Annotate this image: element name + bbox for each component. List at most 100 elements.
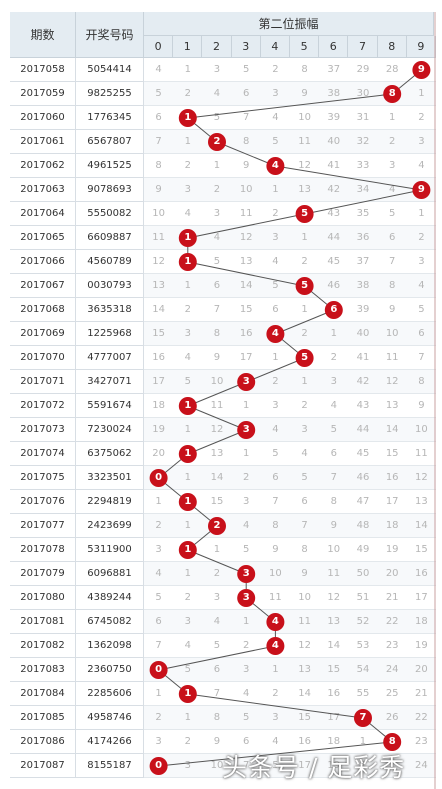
missing-count-cell: 11 <box>327 568 341 579</box>
amplitude-band <box>144 346 436 370</box>
missing-count-cell: 1 <box>184 520 191 531</box>
missing-count-cell: 8 <box>272 520 279 531</box>
missing-count-cell: 5 <box>243 544 250 555</box>
period-cell: 2017084 <box>10 682 76 706</box>
missing-count-cell: 2 <box>272 688 279 699</box>
trend-segment <box>187 381 247 407</box>
missing-count-cell: 1 <box>418 208 425 219</box>
missing-count-cell: 3 <box>155 544 162 555</box>
table-row: 2017087 8155187 3 10 7 5 17 19 2 1 24 <box>0 754 442 778</box>
missing-count-cell: 52 <box>356 616 370 627</box>
missing-count-cell: 5 <box>272 760 279 771</box>
amplitude-band <box>144 298 436 322</box>
draw-number-cell: 6745082 <box>76 610 144 634</box>
amplitude-band <box>144 154 436 178</box>
amplitude-ball-label: 7 <box>359 712 367 723</box>
amplitude-ball-label: 9 <box>417 184 425 195</box>
missing-count-cell: 44 <box>327 232 341 243</box>
amplitude-ball-label: 4 <box>271 328 279 339</box>
missing-count-cell: 7 <box>418 352 425 363</box>
missing-count-cell: 6 <box>330 448 337 459</box>
amplitude-ball-label: 2 <box>213 136 221 147</box>
missing-count-cell: 43 <box>327 208 341 219</box>
missing-count-cell: 1 <box>213 544 221 555</box>
period-cell: 2017072 <box>10 394 76 418</box>
missing-count-cell: 6 <box>389 232 396 243</box>
missing-count-cell: 4 <box>243 520 250 531</box>
missing-count-cell: 38 <box>356 280 370 291</box>
missing-count-cell: 9 <box>418 400 425 411</box>
missing-count-cell: 30 <box>356 88 370 99</box>
missing-count-cell: 21 <box>415 688 428 699</box>
missing-count-cell: 5 <box>155 592 162 603</box>
missing-count-cell: 6 <box>213 664 221 675</box>
missing-count-cell: 4 <box>272 112 279 123</box>
draw-number-cell: 2294819 <box>76 490 144 514</box>
missing-count-cell: 19 <box>385 544 399 555</box>
missing-count-cell: 5 <box>272 448 279 459</box>
missing-count-cell: 25 <box>385 688 399 699</box>
missing-count-cell: 15 <box>327 664 341 675</box>
number-header: 开奖号码 <box>76 12 144 58</box>
missing-count-cell: 10 <box>298 592 311 603</box>
missing-count-cell: 7 <box>389 256 396 267</box>
amplitude-band <box>144 586 436 610</box>
missing-count-cell: 2 <box>272 64 279 75</box>
missing-count-cell: 5 <box>213 640 221 651</box>
draw-number-cell: 9078693 <box>76 178 144 202</box>
draw-number-cell: 4174266 <box>76 730 144 754</box>
table-row: 2017071 3427071 17 5 10 2 1 3 42 12 8 <box>0 370 442 394</box>
missing-count-cell: 10 <box>415 424 428 435</box>
missing-count-cell: 38 <box>327 88 341 99</box>
period-cell: 2017071 <box>10 370 76 394</box>
period-cell: 2017069 <box>10 322 76 346</box>
amplitude-ball <box>412 181 431 199</box>
missing-count-cell: 12 <box>385 376 399 387</box>
missing-count-cell: 46 <box>356 472 370 483</box>
missing-count-cell: 1 <box>272 184 279 195</box>
draw-number-cell: 4389244 <box>76 586 144 610</box>
missing-count-cell: 17 <box>152 376 165 387</box>
missing-count-cell: 55 <box>356 688 370 699</box>
missing-count-cell: 5 <box>213 256 221 267</box>
trend-segment <box>275 165 422 191</box>
table-row: 2017081 6745082 6 3 4 1 11 13 52 22 18 <box>0 610 442 634</box>
missing-count-cell: 6 <box>243 88 250 99</box>
missing-count-cell: 40 <box>327 136 341 147</box>
period-cell: 2017075 <box>10 466 76 490</box>
missing-count-cell: 5 <box>243 64 250 75</box>
missing-count-cell: 17 <box>298 760 311 771</box>
draw-number-cell: 2360750 <box>76 658 144 682</box>
amplitude-band <box>144 634 436 658</box>
missing-count-cell: 5 <box>301 472 308 483</box>
missing-count-cell: 35 <box>356 208 370 219</box>
period-cell: 2017085 <box>10 706 76 730</box>
missing-count-cell: 2 <box>301 400 308 411</box>
amplitude-ball-label: 6 <box>330 304 338 315</box>
missing-count-cell: 13 <box>327 616 341 627</box>
digit-header-2: 2 <box>202 36 232 58</box>
missing-count-cell: 4 <box>330 400 337 411</box>
table-row: 2017062 4961525 8 2 1 9 12 41 33 3 4 <box>0 154 442 178</box>
missing-count-cell: 1 <box>301 376 308 387</box>
missing-count-cell: 4 <box>213 616 221 627</box>
missing-count-cell: 2 <box>418 232 425 243</box>
missing-count-cell: 15 <box>152 328 165 339</box>
missing-count-cell: 15 <box>385 448 399 459</box>
missing-count-cell: 18 <box>415 616 428 627</box>
missing-count-cell: 43 <box>356 400 370 411</box>
missing-count-cell: 3 <box>213 592 221 603</box>
missing-count-cell: 14 <box>210 472 224 483</box>
missing-count-cell: 10 <box>210 760 224 771</box>
missing-count-cell: 10 <box>210 376 224 387</box>
missing-count-cell: 3 <box>272 400 279 411</box>
missing-count-cell: 12 <box>239 232 253 243</box>
digit-header-7: 7 <box>348 36 378 58</box>
missing-count-cell: 42 <box>327 184 341 195</box>
amplitude-ball-label: 1 <box>184 256 192 267</box>
draw-number-cell: 3323501 <box>76 466 144 490</box>
missing-count-cell: 16 <box>327 688 341 699</box>
missing-count-cell: 7 <box>330 472 337 483</box>
missing-count-cell: 10 <box>239 184 253 195</box>
